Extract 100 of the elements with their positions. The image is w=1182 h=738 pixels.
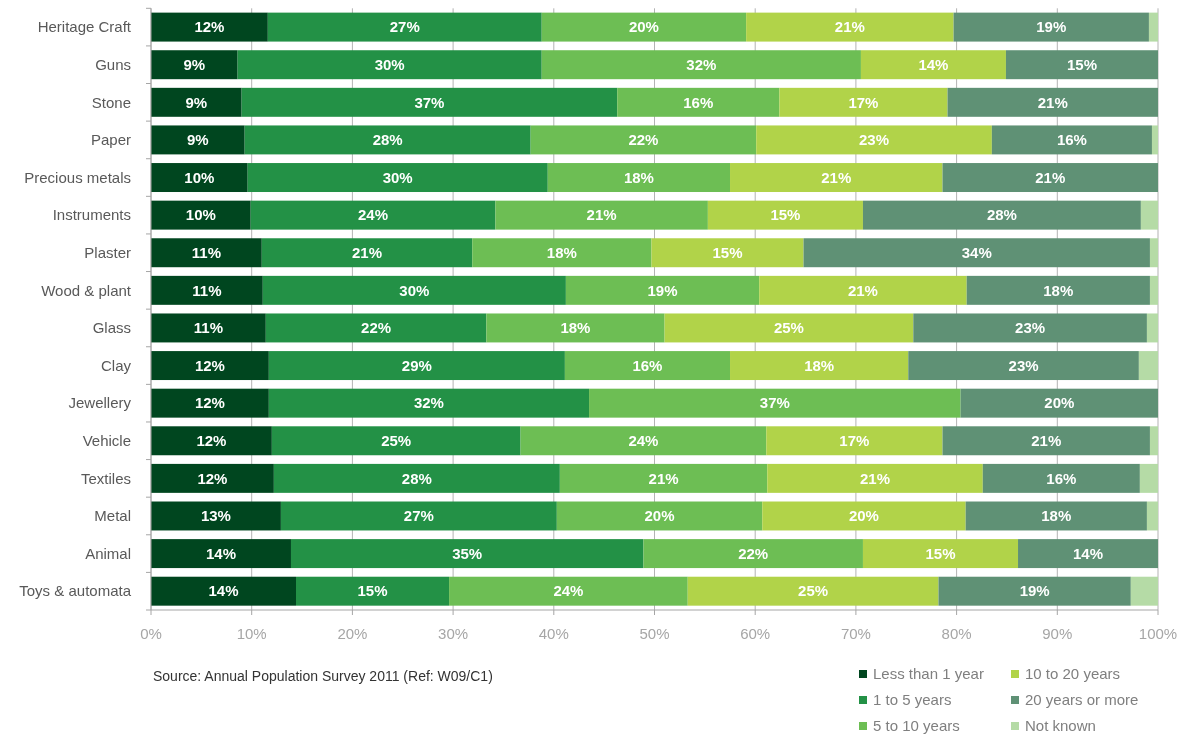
bar bbox=[151, 12, 268, 42]
bar bbox=[244, 125, 531, 155]
y-tick-label: Animal bbox=[85, 544, 131, 562]
bar bbox=[664, 313, 914, 343]
data-label: 32% bbox=[686, 55, 717, 73]
data-label: 9% bbox=[183, 55, 206, 73]
y-tick-label: Heritage Craft bbox=[37, 18, 132, 36]
bar bbox=[151, 275, 263, 305]
bar bbox=[938, 576, 1131, 606]
data-label: 12% bbox=[194, 356, 225, 374]
bar bbox=[556, 501, 763, 531]
bar bbox=[520, 426, 767, 456]
x-tick-label: 70% bbox=[840, 625, 871, 643]
bar bbox=[237, 50, 542, 80]
bar bbox=[960, 388, 1158, 418]
legend-label: 5 to 10 years bbox=[873, 717, 960, 735]
bar bbox=[860, 50, 1006, 80]
y-tick-label: Stone bbox=[91, 93, 131, 111]
bar bbox=[617, 87, 780, 117]
bar bbox=[1146, 501, 1158, 531]
x-tick-label: 50% bbox=[639, 625, 670, 643]
data-label: 16% bbox=[683, 93, 714, 111]
data-label: 13% bbox=[200, 507, 231, 525]
data-label: 30% bbox=[399, 281, 430, 299]
bar bbox=[991, 125, 1152, 155]
data-label: 12% bbox=[196, 432, 227, 450]
data-label: 14% bbox=[205, 544, 236, 562]
bar bbox=[495, 200, 708, 230]
bar bbox=[862, 539, 1019, 569]
bar bbox=[1149, 238, 1158, 268]
data-label: 11% bbox=[191, 243, 221, 261]
data-label: 24% bbox=[358, 206, 389, 224]
bar bbox=[265, 313, 487, 343]
data-label: 14% bbox=[208, 582, 239, 600]
data-label: 15% bbox=[357, 582, 388, 600]
bar bbox=[942, 163, 1158, 193]
bar bbox=[267, 12, 542, 42]
bar bbox=[151, 539, 291, 569]
y-tick-label: Precious metals bbox=[24, 168, 131, 186]
y-tick-label: Glass bbox=[92, 319, 131, 337]
bar bbox=[767, 463, 983, 493]
data-label: 11% bbox=[192, 281, 222, 299]
data-label: 21% bbox=[834, 18, 865, 36]
data-label: 21% bbox=[586, 206, 617, 224]
y-tick-label: Vehicle bbox=[82, 432, 131, 450]
bar bbox=[241, 87, 618, 117]
data-label: 16% bbox=[632, 356, 663, 374]
bar bbox=[151, 238, 262, 268]
source-note: Source: Annual Population Survey 2011 (Ref: W09/C1) bbox=[153, 667, 493, 684]
bar bbox=[643, 539, 863, 569]
data-label: 35% bbox=[452, 544, 483, 562]
y-tick-label: Clay bbox=[100, 356, 132, 374]
bar bbox=[151, 576, 297, 606]
data-label: 18% bbox=[546, 243, 577, 261]
bar bbox=[151, 125, 245, 155]
bar bbox=[759, 275, 967, 305]
bar bbox=[151, 200, 251, 230]
bar bbox=[151, 501, 281, 531]
bar bbox=[746, 12, 954, 42]
data-label: 18% bbox=[623, 168, 654, 186]
bar bbox=[1151, 125, 1158, 155]
data-label: 15% bbox=[770, 206, 801, 224]
data-label: 12% bbox=[194, 18, 225, 36]
legend-label: Less than 1 year bbox=[873, 665, 984, 683]
bar bbox=[687, 576, 939, 606]
data-label: 19% bbox=[1036, 18, 1067, 36]
y-tick-label: Metal bbox=[94, 507, 131, 525]
bar bbox=[262, 275, 566, 305]
data-label: 15% bbox=[712, 243, 743, 261]
y-tick-label: Plaster bbox=[84, 243, 131, 261]
data-label: 28% bbox=[986, 206, 1017, 224]
bar bbox=[651, 238, 804, 268]
bar bbox=[730, 351, 909, 381]
bar bbox=[296, 576, 450, 606]
data-label: 18% bbox=[1041, 507, 1072, 525]
data-label: 25% bbox=[773, 319, 804, 337]
data-label: 12% bbox=[197, 469, 228, 487]
bar bbox=[953, 12, 1149, 42]
bar bbox=[862, 200, 1141, 230]
bar bbox=[151, 50, 238, 80]
x-tick-label: 60% bbox=[740, 625, 771, 643]
bar bbox=[766, 426, 943, 456]
x-tick-label: 30% bbox=[438, 625, 469, 643]
data-label: 32% bbox=[413, 394, 444, 412]
data-label: 25% bbox=[381, 432, 412, 450]
data-label: 17% bbox=[839, 432, 870, 450]
data-label: 20% bbox=[628, 18, 659, 36]
data-label: 12% bbox=[194, 394, 225, 412]
bar bbox=[913, 313, 1147, 343]
y-tick-label: Toys & automata bbox=[19, 582, 132, 600]
y-tick-label: Instruments bbox=[52, 206, 131, 224]
bar bbox=[541, 12, 747, 42]
bar bbox=[1139, 463, 1158, 493]
data-label: 28% bbox=[372, 131, 403, 149]
bar bbox=[547, 163, 731, 193]
bar bbox=[541, 50, 861, 80]
data-label: 11% bbox=[193, 319, 223, 337]
bar bbox=[1149, 426, 1158, 456]
y-tick-label: Jewellery bbox=[68, 394, 132, 412]
bar bbox=[756, 125, 992, 155]
